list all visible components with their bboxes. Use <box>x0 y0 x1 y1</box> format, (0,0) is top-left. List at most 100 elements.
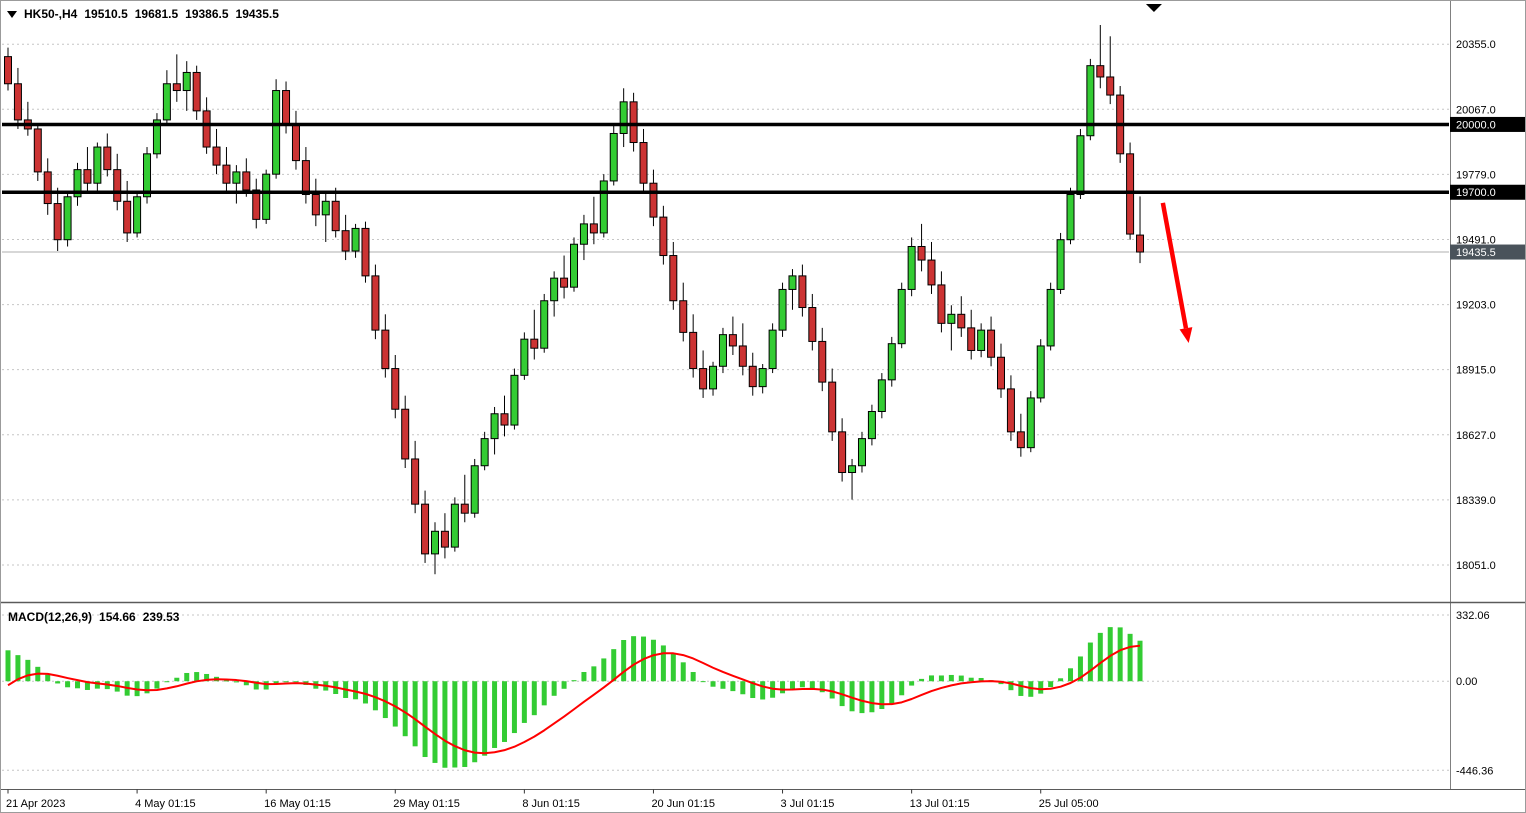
macd-histogram-bar <box>968 677 974 682</box>
candle-body-bear <box>222 164 231 184</box>
ohlc-open: 19510.5 <box>84 7 128 21</box>
candle-body-bear <box>113 169 122 202</box>
macd-histogram-bar <box>223 680 229 682</box>
chart-shift-marker-icon[interactable] <box>1145 4 1162 12</box>
macd-histogram-bar <box>452 681 458 768</box>
macd-histogram-bar <box>760 681 766 700</box>
macd-histogram-bar <box>144 681 150 694</box>
candle-body-bull <box>93 146 102 184</box>
macd-histogram-bar <box>909 681 915 686</box>
candle-body-bear <box>560 277 569 288</box>
macd-histogram-bar <box>502 681 507 742</box>
macd-histogram-bar <box>829 681 835 699</box>
macd-histogram-bar <box>819 681 825 693</box>
candle-body-bear <box>1136 234 1145 253</box>
candle-body-bear <box>391 368 400 410</box>
macd-histogram-bar <box>690 672 696 682</box>
candle-body-bear <box>282 90 291 125</box>
macd-histogram-bar <box>780 681 786 694</box>
macd-histogram-bar <box>1137 640 1143 682</box>
macd-histogram-bar <box>889 681 895 704</box>
candle-body-bull <box>490 413 499 440</box>
candle-body-bull <box>877 379 886 412</box>
price-label-text: 19435.5 <box>1456 247 1496 259</box>
macd-histogram-bar <box>899 681 905 696</box>
macd-histogram-bar <box>521 681 527 723</box>
candle-body-bear <box>411 458 420 505</box>
macd-histogram-bar <box>859 681 865 714</box>
macd-histogram-bar <box>432 681 438 763</box>
macd-histogram-bar <box>233 681 239 683</box>
candle-body-bear <box>311 194 320 216</box>
macd-histogram-bar <box>204 673 210 682</box>
macd-histogram-bar <box>164 681 170 683</box>
ohlc-high: 19681.5 <box>134 7 179 21</box>
macd-histogram-bar <box>154 681 160 689</box>
candle-body-bull <box>947 313 956 324</box>
macd-histogram-bar <box>541 681 547 706</box>
macd-axis-label: 0.00 <box>1456 676 1477 688</box>
macd-histogram-bar <box>1087 642 1093 682</box>
macd-histogram-bar <box>273 681 279 684</box>
macd-histogram-bar <box>184 672 190 682</box>
price-label-box <box>1450 116 1526 132</box>
candle-body-bear <box>301 160 310 196</box>
symbol-dropdown-icon[interactable] <box>7 10 17 18</box>
ohlc-header: HK50-,H4 19510.5 19681.5 19386.5 19435.5 <box>7 7 279 21</box>
candle-body-bull <box>232 171 241 184</box>
macd-histogram-bar <box>551 681 557 696</box>
candle-body-bear <box>371 275 380 331</box>
candle-body-bear <box>997 356 1005 390</box>
macd-histogram-bar <box>1058 678 1064 682</box>
candle-body-bear <box>1006 388 1015 433</box>
candle-body-bull <box>1036 345 1045 399</box>
macd-histogram-bar <box>1077 656 1083 682</box>
macd-histogram-bar <box>720 681 726 689</box>
macd-histogram-bar <box>601 658 607 682</box>
trend-arrow[interactable] <box>1160 202 1189 329</box>
macd-histogram-bar <box>919 678 925 682</box>
macd-main-value: 154.66 <box>99 610 136 624</box>
candle-body-bear <box>401 408 410 460</box>
candle-body-bear <box>83 169 92 184</box>
macd-histogram-bar <box>1008 681 1014 691</box>
candle-body-bull <box>1026 397 1035 449</box>
candle-body-bull <box>182 71 191 92</box>
candle-body-bull <box>162 83 171 121</box>
price-axis-label: 19779.0 <box>1456 169 1496 181</box>
macd-histogram-bar <box>869 681 875 713</box>
candle-body-bear <box>212 146 221 166</box>
candle-body-bull <box>579 223 588 245</box>
candle-body-bear <box>440 530 449 548</box>
macd-histogram-bar <box>561 681 567 689</box>
price-label-box <box>1450 244 1526 260</box>
candle-body-bear <box>1106 76 1115 96</box>
candle-body-bull <box>599 180 608 234</box>
macd-label: MACD(12,26,9) <box>8 610 93 624</box>
candle-body-bull <box>272 90 281 175</box>
macd-histogram-bar <box>422 681 428 758</box>
price-axis-label: 18051.0 <box>1456 560 1496 572</box>
macd-histogram-bar <box>402 681 408 737</box>
macd-histogram-bar <box>293 681 299 683</box>
macd-histogram-bar <box>372 681 378 711</box>
ohlc-low: 19386.5 <box>185 7 229 21</box>
macd-histogram-bar <box>511 681 517 734</box>
macd-histogram-bar <box>928 675 934 682</box>
macd-histogram-bar <box>1068 668 1074 682</box>
candle-body-bear <box>381 329 390 370</box>
candle-body-bear <box>172 83 181 92</box>
candle-body-bear <box>252 189 261 220</box>
candle-body-bull <box>152 119 161 155</box>
candle-body-bear <box>728 334 737 347</box>
macd-histogram-bar <box>730 681 736 692</box>
candle-body-bear <box>242 171 251 191</box>
trend-arrow-head[interactable] <box>1179 327 1193 344</box>
candle-body-bull <box>907 245 916 290</box>
macd-histogram-bar <box>25 659 31 682</box>
macd-histogram-bar <box>1107 627 1113 682</box>
macd-histogram-bar <box>174 677 180 682</box>
candle-body-bull <box>709 365 718 390</box>
